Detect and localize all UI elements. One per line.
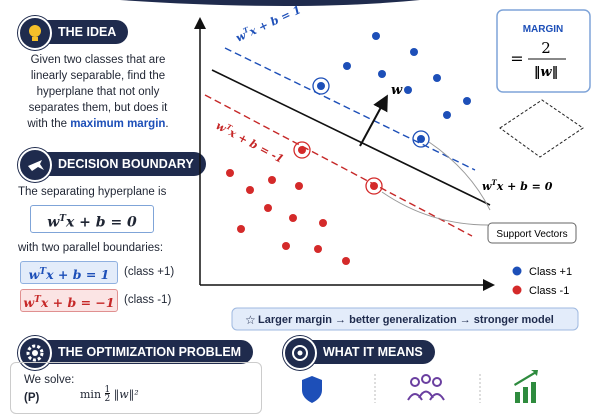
bulb-icon <box>18 16 52 50</box>
note: (class -1) <box>124 294 172 306</box>
banner-text: Larger margin → better generalization → … <box>258 314 554 326</box>
legend-swatch <box>512 266 522 276</box>
optimization-title: THE OPTIMIZATION PROBLEM <box>18 336 254 370</box>
margin-sketch <box>499 99 584 158</box>
support-rings <box>312 77 430 148</box>
title-text: DECISION BOUNDARY <box>58 157 194 171</box>
title-text: WHAT IT MEANS <box>323 345 423 359</box>
objective-text: ‖w‖² <box>113 388 139 401</box>
between: with two parallel boundaries: <box>18 242 164 254</box>
gear-icon <box>18 336 52 370</box>
plane-icon <box>18 148 52 182</box>
title-text: THE IDEA <box>58 25 117 39</box>
callout-box <box>487 222 577 244</box>
highlight: maximum margin <box>70 118 166 130</box>
margin-title: MARGIN <box>523 24 564 35</box>
meaning-title: WHAT IT MEANS <box>283 336 435 370</box>
eq-w: w <box>47 214 60 231</box>
label: (P) <box>24 392 40 404</box>
text: T <box>491 178 497 187</box>
text: w <box>482 180 492 193</box>
upper-label: wTx + b = 1 <box>233 1 303 44</box>
margin-box <box>496 9 591 93</box>
idea-title: THE IDEA <box>18 16 129 50</box>
shield-icon <box>302 376 322 403</box>
target-icon <box>283 336 317 370</box>
lower-boundary <box>204 94 473 237</box>
text: better generalization <box>349 314 457 326</box>
text: T <box>242 25 251 36</box>
title-text: THE OPTIMIZATION PROBLEM <box>58 345 242 359</box>
eq-t: T <box>59 214 66 224</box>
margin-eq: = <box>510 49 523 68</box>
legend-label: Class +1 <box>529 266 572 278</box>
callout-lines <box>381 141 491 226</box>
hyperplane <box>211 69 491 206</box>
diagram: wTx + b = 1 wTx + b = -1 w wTx + b = 0 S… <box>120 0 591 331</box>
meaning-icons <box>302 370 538 403</box>
decision-title: DECISION BOUNDARY <box>18 148 206 182</box>
eq-rest: x + b = −1 <box>40 295 115 311</box>
eq-w: w <box>28 267 40 283</box>
eq-rest: x + b = 1 <box>46 267 110 283</box>
text: T <box>225 122 235 133</box>
idea-text: Given two classes that are linearly sepa… <box>18 52 178 132</box>
intro: We solve: <box>24 374 75 386</box>
text: x + b = 0 <box>496 180 553 193</box>
callout-text: Support Vectors <box>496 229 567 240</box>
lower-label: wTx + b = -1 <box>214 117 287 165</box>
op: min <box>80 388 102 401</box>
text: Given two classes that are linearly sepa… <box>27 54 168 130</box>
eq-t: T <box>34 295 41 305</box>
hyperplane-label: wTx + b = 0 <box>482 178 553 193</box>
text: x + b = -1 <box>226 126 286 166</box>
normal-arrow <box>359 94 388 147</box>
legend-swatch <box>512 285 522 295</box>
text: . <box>165 118 169 130</box>
legend-label: Class -1 <box>529 285 569 297</box>
normal-label: w <box>391 83 403 98</box>
text: Larger margin <box>258 314 332 326</box>
upper-boundary <box>224 47 476 171</box>
boundary-minus: wTx + b = −1 <box>20 289 118 312</box>
text: → <box>335 314 346 326</box>
support-rings <box>293 141 383 195</box>
growth-icon <box>514 370 538 403</box>
eq-w: w <box>23 295 35 311</box>
boundary-plus: wTx + b = 1 <box>20 261 118 284</box>
class-plus-points <box>317 32 471 143</box>
page: THE IDEA Given two classes that are line… <box>10 0 591 414</box>
text: x + b = 1 <box>246 3 303 39</box>
eq-rest: x + b = 0 <box>65 214 137 231</box>
text: → <box>460 314 471 326</box>
class-minus-points <box>226 146 378 265</box>
num: 1 <box>104 385 111 395</box>
people-icon <box>407 374 445 401</box>
intro: The separating hyperplane is <box>18 186 167 198</box>
note: (class +1) <box>124 266 175 278</box>
margin-den: ‖w‖ <box>534 65 558 80</box>
top-band <box>120 0 420 6</box>
text: stronger model <box>474 314 554 326</box>
star: ☆ <box>245 313 256 327</box>
banner <box>231 307 579 331</box>
den: 2 <box>104 393 111 404</box>
margin-num: 2 <box>541 39 551 57</box>
eq-t: T <box>39 267 47 277</box>
equation: wTx + b = 0 <box>30 205 154 233</box>
